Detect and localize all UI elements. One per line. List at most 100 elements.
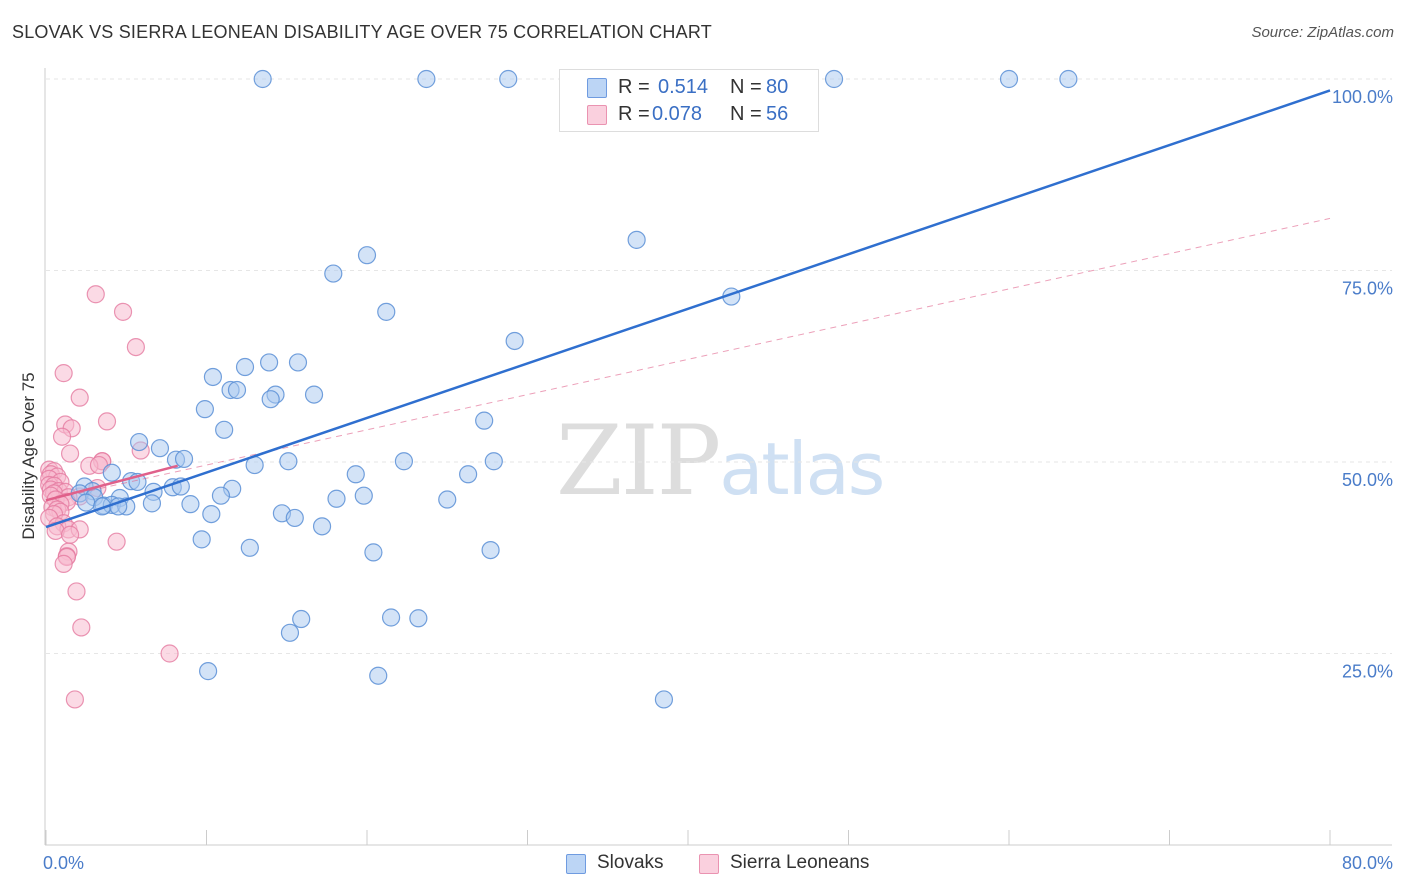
legend-swatch-pink [587, 105, 607, 125]
data-point-slovak [211, 486, 231, 505]
data-point-slovak [324, 264, 343, 283]
data-point-slovak [203, 367, 223, 387]
legend-r-value: 0.514 [658, 76, 709, 98]
data-point-sierra-leonean [60, 444, 80, 463]
data-point-slovak [261, 390, 280, 409]
data-point-sierra-leonean [160, 644, 179, 663]
data-point-slovak [215, 420, 234, 439]
data-point-slovak [409, 609, 428, 628]
chart-title: SLOVAK VS SIERRA LEONEAN DISABILITY AGE … [12, 22, 712, 42]
watermark-atlas: atlas [719, 427, 885, 511]
trend-line-sierra-leoneans [45, 464, 178, 502]
watermark-zip: ZIP [556, 405, 721, 517]
data-point-slovak [417, 69, 436, 89]
legend-r-label: R = [618, 103, 650, 125]
data-point-slovak [459, 465, 478, 484]
data-point-slovak [129, 432, 149, 452]
data-point-sierra-leonean [86, 285, 105, 304]
legend-label-sierra-leoneans: Sierra Leoneans [730, 852, 870, 873]
data-point-sierra-leonean [67, 582, 86, 601]
data-point-slovak [227, 380, 247, 400]
data-point-slovak [499, 69, 518, 89]
legend-r-label: R = [618, 76, 650, 98]
data-point-slovak [381, 608, 401, 627]
data-point-slovak [292, 609, 311, 629]
data-point-slovak [481, 540, 500, 560]
trend-lines [45, 89, 1331, 529]
data-point-sierra-leonean [97, 412, 117, 431]
data-point-slovak [824, 69, 844, 89]
legend-swatch-blue [566, 854, 586, 874]
watermark: ZIPatlas [556, 405, 885, 517]
y-tick-label: 75.0% [1342, 279, 1393, 299]
data-point-slovak [346, 465, 365, 484]
data-point-sierra-leonean [65, 690, 84, 709]
data-point-slovak [475, 411, 494, 430]
data-point-slovak [1059, 69, 1078, 89]
data-point-slovak [354, 486, 373, 505]
data-point-slovak [199, 662, 218, 681]
data-point-slovak [285, 508, 304, 528]
data-point-slovak [181, 495, 200, 514]
data-point-slovak [394, 452, 414, 471]
legend-n-label: N = [730, 103, 762, 125]
series-slovaks-points [70, 69, 1078, 709]
legend-n-label: N = [730, 76, 762, 98]
data-point-slovak [253, 69, 272, 89]
legend-r-value: 0.078 [652, 103, 703, 125]
source-label: Source: ZipAtlas.com [1251, 24, 1394, 41]
data-point-slovak [142, 494, 162, 513]
axes [44, 68, 1392, 846]
legend-n-value: 56 [766, 103, 789, 125]
data-point-slovak [505, 331, 524, 351]
legend-swatch-blue [587, 78, 607, 98]
data-point-slovak [174, 449, 194, 469]
data-point-slovak [202, 504, 221, 524]
y-tick-label: 100.0% [1332, 87, 1393, 107]
x-tick-label: 0.0% [43, 853, 84, 873]
x-tick-label: 80.0% [1342, 853, 1393, 873]
data-point-slovak [195, 400, 214, 419]
data-point-slovak [357, 246, 377, 265]
trend-line-slovaks [45, 89, 1331, 529]
legend-row-slovaks: R = 0.514 N = 80 [560, 74, 818, 100]
legend-swatch-pink [699, 854, 719, 874]
tick-labels: 25.0% 50.0% 75.0% 100.0% 0.0% 80.0% [43, 87, 1393, 873]
trend-line-sierra-leoneans-extended [45, 217, 1331, 501]
data-point-slovak [279, 452, 298, 471]
data-point-slovak [288, 353, 308, 372]
data-point-slovak [484, 452, 503, 471]
data-point-slovak [304, 385, 324, 404]
data-point-slovak [280, 623, 300, 642]
data-point-slovak [369, 666, 388, 685]
data-point-slovak [77, 493, 96, 512]
data-point-slovak [377, 302, 396, 321]
data-point-sierra-leonean [70, 388, 89, 407]
data-point-slovak [999, 69, 1019, 89]
data-point-slovak [235, 357, 255, 377]
data-point-slovak [627, 230, 646, 249]
data-point-slovak [240, 538, 259, 557]
legend-n-value: 80 [766, 76, 789, 98]
data-point-slovak [364, 543, 383, 562]
data-point-slovak [312, 517, 332, 536]
data-point-sierra-leonean [54, 554, 73, 573]
data-point-sierra-leonean [113, 302, 133, 321]
legend-label-slovaks: Slovaks [597, 852, 664, 873]
legend-row-sierra-leoneans: R = 0.078 N = 56 [560, 101, 818, 127]
data-point-sierra-leonean [107, 532, 126, 551]
data-point-sierra-leonean [126, 338, 145, 357]
data-point-sierra-leonean [52, 427, 72, 446]
data-point-slovak [102, 463, 121, 482]
data-point-sierra-leonean [54, 364, 73, 383]
data-point-sierra-leonean [60, 525, 80, 544]
y-tick-label: 50.0% [1342, 470, 1393, 490]
data-point-sierra-leonean [72, 618, 91, 637]
y-axis-label: Disability Age Over 75 [19, 372, 38, 539]
data-point-slovak [259, 353, 279, 372]
data-point-slovak [654, 690, 674, 709]
data-point-slovak [150, 439, 170, 458]
y-tick-label: 25.0% [1342, 662, 1393, 682]
data-point-slovak [438, 490, 457, 509]
